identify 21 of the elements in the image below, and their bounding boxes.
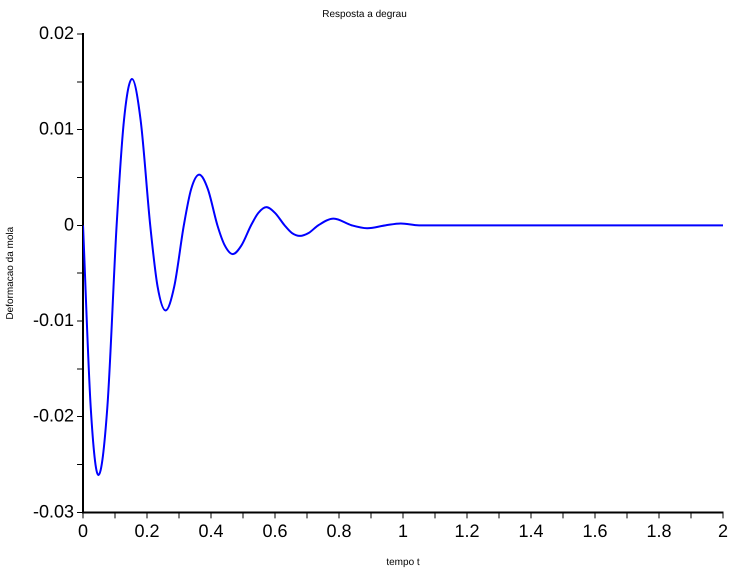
x-tick-label: 0 (78, 521, 88, 542)
y-tick-label: 0 (64, 214, 74, 234)
x-tick-label: 1.2 (454, 521, 480, 542)
x-tick-label: 1.4 (518, 521, 544, 542)
y-axis-title: Deformacao da mola (4, 226, 16, 320)
y-tick-label: -0.03 (32, 501, 74, 522)
x-tick-label: 1 (398, 521, 408, 542)
y-tick-label: -0.02 (32, 406, 74, 426)
x-tick-label: 0.4 (198, 521, 224, 542)
chart-title: Resposta a degrau (322, 8, 407, 20)
x-tick-label: 0.6 (262, 521, 288, 542)
line-series (83, 78, 723, 476)
x-tick-label: 0.2 (134, 521, 160, 542)
y-tick-label: -0.01 (32, 310, 74, 330)
y-tick-label: 0.02 (38, 22, 74, 43)
x-tick-label: 1.6 (582, 521, 608, 542)
x-tick-label: 1.8 (646, 521, 672, 542)
x-tick-label: 0.8 (326, 521, 352, 542)
x-axis-title: tempo t (386, 556, 420, 568)
x-tick-label: 2 (718, 521, 728, 542)
y-tick-label: 0.01 (38, 118, 74, 139)
